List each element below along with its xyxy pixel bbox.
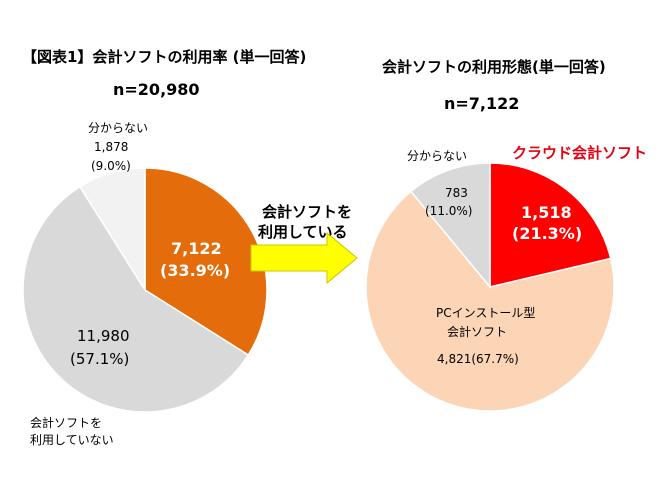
- arrow-shape: [250, 231, 358, 285]
- left-slice-unknown: [78, 167, 146, 293]
- left-chart-n: n=20,980: [113, 80, 200, 99]
- right-cloud-percent: (21.3%): [512, 224, 582, 243]
- right-unknown-category: 分からない: [407, 149, 467, 163]
- right-pc-category-line1: PCインストール型: [436, 306, 535, 320]
- left-using-percent: (33.9%): [160, 261, 230, 280]
- right-pc-value: 4,821(67.7%): [437, 352, 519, 366]
- right-pc-category-line2: 会計ソフト: [447, 324, 507, 339]
- left-unknown-percent: (9.0%): [91, 159, 131, 173]
- left-not-using-value: 11,980: [77, 327, 130, 345]
- right-chart-title: 会計ソフトの利用形態(単一回答): [382, 58, 606, 76]
- right-unknown-percent: (11.0%): [425, 204, 472, 218]
- arrow-label-line1: 会計ソフトを: [262, 203, 352, 221]
- right-slice-pc-install: [365, 190, 615, 412]
- right-chart-n: n=7,122: [444, 94, 519, 113]
- left-not-using-percent: (57.1%): [70, 350, 129, 368]
- left-unknown-category: 分からない: [88, 121, 148, 135]
- right-cloud-category: クラウド会計ソフト: [512, 144, 647, 162]
- arrow-label-line2: 利用している: [258, 223, 348, 241]
- right-slice-unknown: [409, 162, 491, 290]
- left-slice-using: [144, 167, 268, 357]
- left-pie: [22, 167, 268, 413]
- left-chart-title: 【図表1】会計ソフトの利用率 (単一回答): [22, 48, 306, 66]
- left-not-using-category-line1: 会計ソフトを: [30, 415, 102, 430]
- left-using-value: 7,122: [171, 239, 222, 258]
- right-cloud-value: 1,518: [521, 203, 572, 222]
- left-slice-not-using: [22, 185, 250, 413]
- right-pie: [365, 162, 615, 412]
- left-unknown-value: 1,878: [94, 140, 128, 154]
- right-slice-cloud: [489, 162, 612, 288]
- right-unknown-value: 783: [445, 186, 468, 200]
- left-not-using-category-line2: 利用していない: [30, 433, 114, 447]
